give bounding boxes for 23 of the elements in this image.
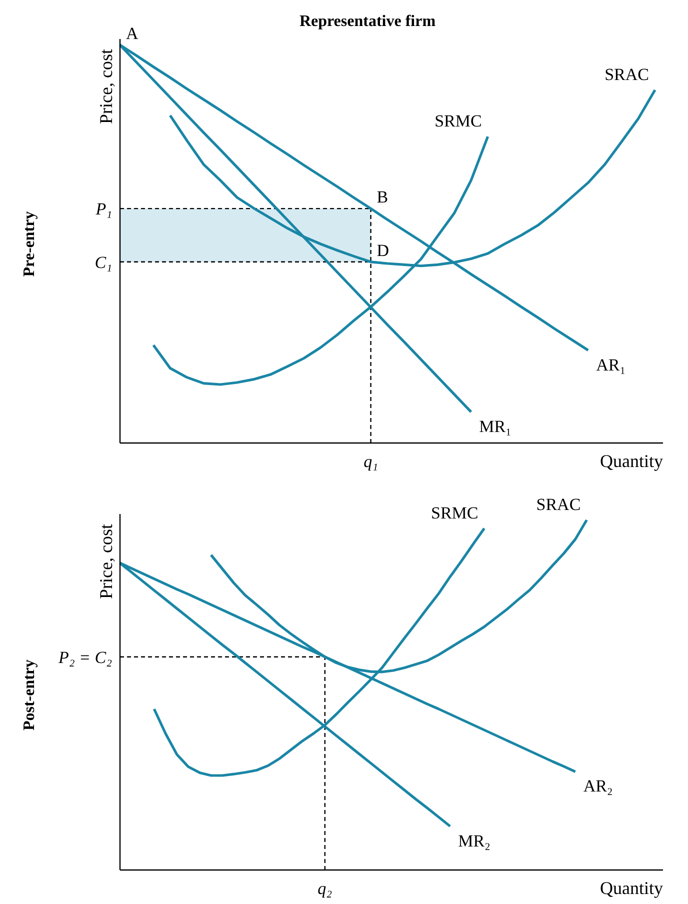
text: q₂ bbox=[318, 879, 332, 898]
ref-line-label: P₂ = C₂ bbox=[57, 648, 112, 667]
ref-line-label: P₁ bbox=[94, 200, 112, 219]
series-label: AR₁ bbox=[596, 355, 626, 374]
y-axis-title: Price, cost bbox=[96, 524, 116, 599]
series-label: SRMC bbox=[431, 503, 478, 522]
series-label: MR₁ bbox=[479, 416, 512, 436]
x-axis-title: Quantity bbox=[600, 451, 663, 471]
x-axis-title: Quantity bbox=[600, 878, 663, 898]
y-axis-title: Price, cost bbox=[96, 49, 116, 124]
text: q₁ bbox=[364, 452, 378, 471]
series-label: MR₂ bbox=[458, 831, 490, 850]
text: A bbox=[126, 24, 139, 43]
series-label: AR₂ bbox=[583, 776, 613, 796]
chart-title: Representative firm bbox=[299, 13, 436, 30]
series-label: SRMC bbox=[434, 112, 482, 131]
annotation: B bbox=[376, 188, 388, 207]
text: Post-entry bbox=[21, 659, 38, 731]
series-label: SRAC bbox=[536, 495, 581, 514]
series-label: SRAC bbox=[604, 64, 649, 84]
annotation: D bbox=[376, 240, 390, 260]
ref-line-label: C₁ bbox=[94, 252, 112, 272]
text: Pre-entry bbox=[21, 211, 38, 277]
